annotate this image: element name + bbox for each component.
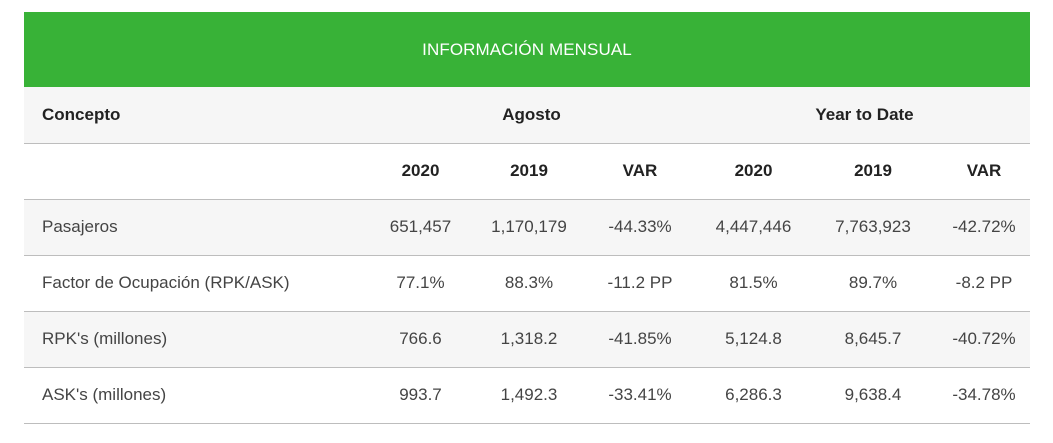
- cell-value: 4,447,446: [699, 199, 808, 256]
- header-ytd-2019: 2019: [808, 143, 938, 200]
- cell-value: 651,457: [364, 199, 477, 256]
- header-subcol-row: 2020 2019 VAR 2020 2019 VAR: [24, 143, 1031, 200]
- monthly-info-table: Concepto Agosto Year to Date 2020 2019 V…: [24, 87, 1031, 424]
- cell-value: 1,492.3: [477, 367, 581, 424]
- cell-value: -41.85%: [581, 311, 699, 368]
- cell-value: 5,124.8: [699, 311, 808, 368]
- table-title: INFORMACIÓN MENSUAL: [422, 39, 632, 59]
- table-row: Factor de Ocupación (RPK/ASK) 77.1% 88.3…: [24, 255, 1031, 312]
- header-group-month: Agosto: [364, 87, 699, 144]
- table-row: RPK's (millones) 766.6 1,318.2 -41.85% 5…: [24, 311, 1031, 368]
- cell-value: 1,318.2: [477, 311, 581, 368]
- header-ytd-2020: 2020: [699, 143, 808, 200]
- cell-value: 9,638.4: [808, 367, 938, 424]
- cell-value: 6,286.3: [699, 367, 808, 424]
- cell-value: 1,170,179: [477, 199, 581, 256]
- cell-value: -11.2 PP: [581, 255, 699, 312]
- cell-value: 993.7: [364, 367, 477, 424]
- cell-value: 88.3%: [477, 255, 581, 312]
- cell-value: -33.41%: [581, 367, 699, 424]
- cell-value: 7,763,923: [808, 199, 938, 256]
- header-month-2020: 2020: [364, 143, 477, 200]
- cell-value: -34.78%: [938, 367, 1031, 424]
- cell-value: 81.5%: [699, 255, 808, 312]
- cell-value: 766.6: [364, 311, 477, 368]
- header-month-var: VAR: [581, 143, 699, 200]
- header-concept: Concepto: [24, 87, 364, 144]
- cell-value: 77.1%: [364, 255, 477, 312]
- row-label: ASK's (millones): [24, 367, 364, 424]
- table-row: ASK's (millones) 993.7 1,492.3 -33.41% 6…: [24, 367, 1031, 424]
- monthly-info-table-container: INFORMACIÓN MENSUAL Concepto Agosto Year…: [24, 12, 1031, 424]
- header-group-ytd: Year to Date: [699, 87, 1031, 144]
- cell-value: -40.72%: [938, 311, 1031, 368]
- table-title-banner: INFORMACIÓN MENSUAL: [24, 12, 1030, 87]
- cell-value: -8.2 PP: [938, 255, 1031, 312]
- cell-value: 8,645.7: [808, 311, 938, 368]
- header-empty-cell: [24, 143, 364, 200]
- cell-value: -44.33%: [581, 199, 699, 256]
- table-row: Pasajeros 651,457 1,170,179 -44.33% 4,44…: [24, 199, 1031, 256]
- row-label: Pasajeros: [24, 199, 364, 256]
- header-group-row: Concepto Agosto Year to Date: [24, 87, 1031, 144]
- cell-value: -42.72%: [938, 199, 1031, 256]
- row-label: Factor de Ocupación (RPK/ASK): [24, 255, 364, 312]
- header-month-2019: 2019: [477, 143, 581, 200]
- row-label: RPK's (millones): [24, 311, 364, 368]
- header-ytd-var: VAR: [938, 143, 1031, 200]
- cell-value: 89.7%: [808, 255, 938, 312]
